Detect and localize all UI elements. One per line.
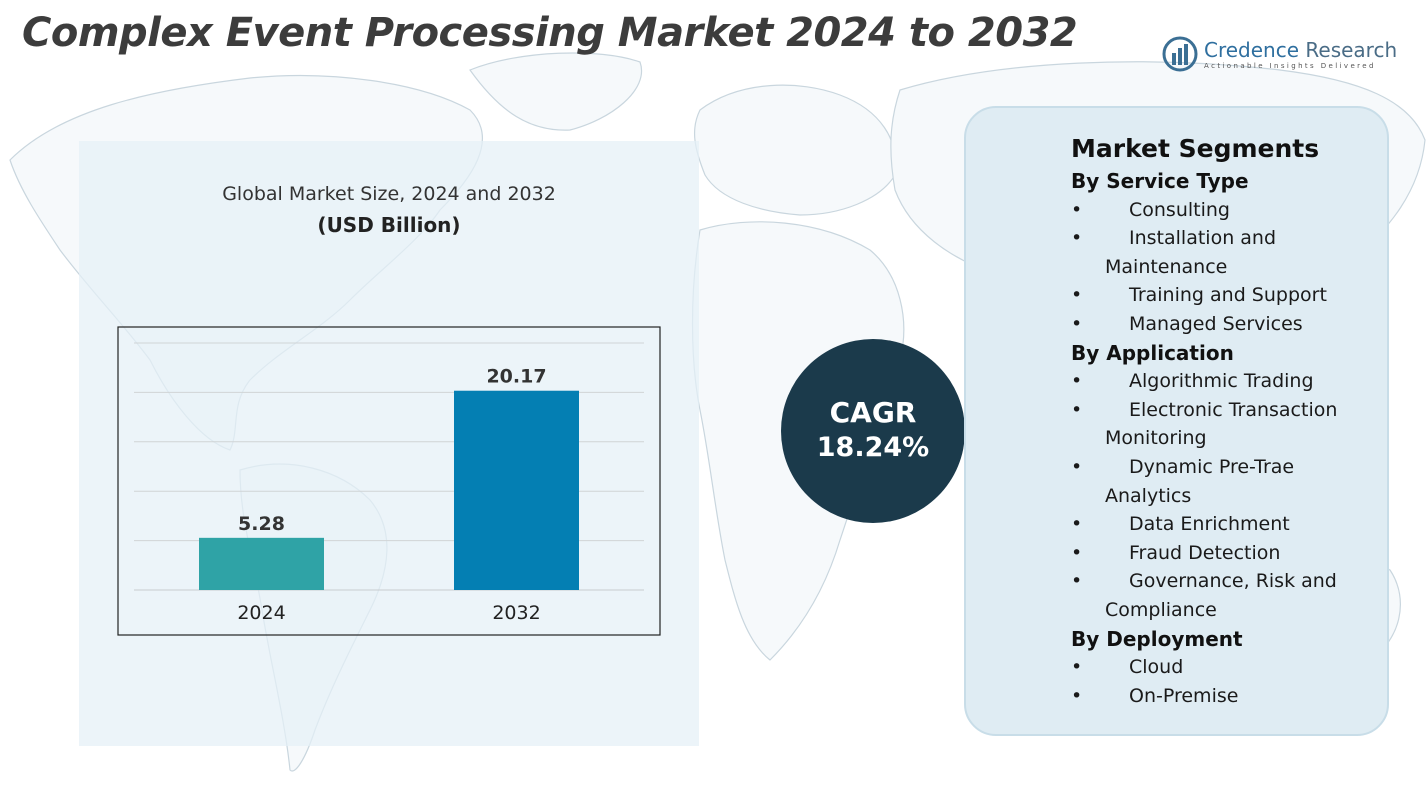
brand-name: Credence Research — [1204, 38, 1397, 62]
bullet-icon: • — [1071, 227, 1083, 250]
credence-logo-icon — [1162, 36, 1198, 72]
segment-item: • Training and Support — [1071, 281, 1381, 310]
bullet-icon: • — [1071, 541, 1083, 564]
chart-title: Global Market Size, 2024 and 2032 — [222, 183, 556, 205]
segment-item-label: Algorithmic Trading — [1129, 370, 1314, 393]
page-title: Complex Event Processing Market 2024 to … — [22, 10, 1078, 56]
brand-tagline: Actionable Insights Delivered — [1204, 62, 1376, 70]
bullet-icon: • — [1071, 398, 1083, 421]
brand-logo: Credence Research Actionable Insights De… — [1162, 36, 1402, 76]
chart-frame — [117, 326, 661, 636]
segments-panel — [964, 106, 1389, 736]
greenland-outline — [469, 52, 643, 131]
segment-item: • Governance, Risk and Compliance — [1071, 567, 1381, 624]
segments-content: Market Segments By Service Type • Consult… — [1071, 131, 1381, 710]
segment-item-label: Consulting — [1129, 198, 1230, 221]
chart-panel — [79, 141, 699, 746]
cagr-label: CAGR — [829, 396, 917, 429]
segment-item: • Installation and Maintenance — [1071, 224, 1381, 281]
cagr-value: 18.24% — [816, 432, 930, 463]
bullet-icon: • — [1071, 284, 1083, 307]
segment-item: • Data Enrichment — [1071, 510, 1381, 539]
bullet-icon: • — [1071, 570, 1083, 593]
europe-outline — [694, 84, 897, 216]
bar-value-label: 20.17 — [486, 366, 546, 388]
segment-group-title: By Application — [1071, 340, 1234, 365]
segment-item: • Dynamic Pre-Trae Analytics — [1071, 453, 1381, 510]
x-tick-label: 2032 — [492, 602, 540, 624]
segments-title: Market Segments — [1071, 134, 1320, 163]
segment-item-label: Electronic Transaction Monitoring — [1105, 398, 1338, 450]
cagr-circle — [781, 339, 965, 523]
segment-item-label: Managed Services — [1129, 312, 1303, 335]
segment-item: • Consulting — [1071, 196, 1381, 225]
segment-item-label: Fraud Detection — [1129, 541, 1281, 564]
segment-item-label: Data Enrichment — [1129, 513, 1290, 536]
segment-item-label: On-Premise — [1129, 684, 1239, 707]
bullet-icon: • — [1071, 312, 1083, 335]
segment-item: • On-Premise — [1071, 682, 1381, 711]
bullet-icon: • — [1071, 656, 1083, 679]
bullet-icon: • — [1071, 370, 1083, 393]
segment-item-label: Governance, Risk and Compliance — [1105, 570, 1337, 621]
brand-name-first: Credence — [1204, 38, 1300, 62]
segment-item-label: Dynamic Pre-Trae Analytics — [1105, 455, 1295, 507]
segment-item-label: Installation and Maintenance — [1105, 227, 1277, 278]
segment-item-label: Cloud — [1129, 656, 1184, 679]
brand-name-second: Research — [1299, 38, 1398, 62]
bullet-icon: • — [1071, 198, 1083, 221]
segment-group-title: By Deployment — [1071, 626, 1243, 651]
segment-item: • Fraud Detection — [1071, 539, 1381, 568]
bar-2032 — [454, 390, 579, 590]
segment-item: • Algorithmic Trading — [1071, 367, 1381, 396]
bullet-icon: • — [1071, 513, 1083, 536]
segment-item: • Cloud — [1071, 653, 1381, 682]
segment-item: • Electronic Transaction Monitoring — [1071, 396, 1381, 453]
x-tick-label: 2024 — [237, 602, 285, 624]
bar-2024 — [199, 537, 324, 590]
segment-group-title: By Service Type — [1071, 169, 1249, 193]
segment-item-label: Training and Support — [1129, 284, 1327, 307]
bullet-icon: • — [1071, 455, 1083, 478]
bar-value-label: 5.28 — [238, 513, 285, 535]
bullet-icon: • — [1071, 684, 1083, 707]
chart-unit-label: (USD Billion) — [317, 213, 461, 237]
segment-item: • Managed Services — [1071, 310, 1381, 339]
